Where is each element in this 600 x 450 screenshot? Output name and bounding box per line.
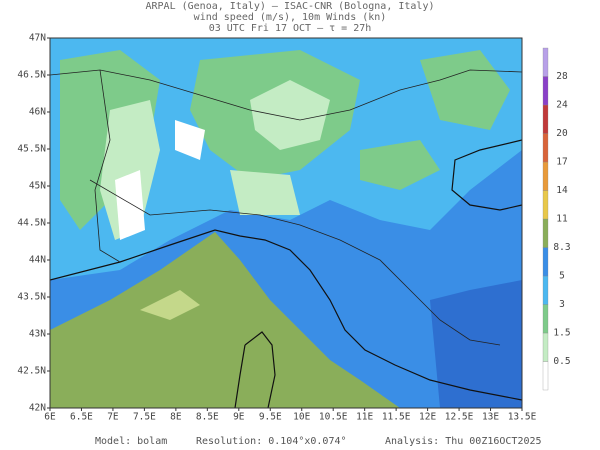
x-tick-label: 13.5E (508, 412, 537, 423)
colorbar-band (542, 133, 549, 163)
x-tick-label: 13E (482, 412, 499, 423)
x-tick-label: 11E (356, 412, 373, 423)
y-tick-label: 45.5N (17, 144, 46, 155)
y-tick-label: 43N (29, 329, 46, 340)
y-tick-label: 46N (29, 107, 46, 118)
colorbar-band (542, 247, 549, 277)
colorbar-label: 1.5 (553, 328, 570, 339)
colorbar-label: 0.5 (553, 356, 570, 367)
colorbar-label: 11 (556, 214, 568, 225)
colorbar-band (542, 104, 549, 134)
colorbar-label: 14 (556, 185, 568, 196)
x-tick-label: 8.5E (196, 412, 219, 423)
x-tick-label: 10E (293, 412, 310, 423)
map (49, 37, 523, 409)
y-tick-label: 45N (29, 181, 46, 192)
colorbar-label: 24 (556, 100, 568, 111)
colorbar-label: 3 (559, 299, 565, 310)
x-tick-label: 8E (170, 412, 182, 423)
colorbar-label: 17 (556, 157, 567, 168)
y-tick-label: 42N (29, 403, 46, 414)
x-tick-label: 6E (44, 412, 56, 423)
colorbar-band (542, 76, 549, 106)
y-tick-label: 46.5N (17, 70, 46, 81)
footer-resolution: Resolution: 0.104°x0.074° (196, 436, 347, 447)
x-tick-label: 10.5E (319, 412, 348, 423)
colorbar-label: 5 (559, 271, 565, 282)
colorbar-band (542, 275, 549, 305)
colorbar-band (542, 190, 549, 220)
footer-model: Model: bolam (95, 436, 167, 447)
y-tick-label: 43.5N (17, 292, 46, 303)
x-tick-label: 7E (107, 412, 119, 423)
colorbar-band (542, 47, 549, 77)
x-tick-label: 9E (233, 412, 245, 423)
header-line: wind speed (m/s), 10m Winds (kn) (194, 12, 387, 23)
colorbar-band (542, 304, 549, 334)
x-tick-label: 12.5E (445, 412, 474, 423)
y-tick-label: 42.5N (17, 366, 46, 377)
colorbar-band (542, 161, 549, 191)
colorbar-band (542, 218, 549, 248)
colorbar-label: 8.3 (553, 242, 570, 253)
y-tick-label: 44.5N (17, 218, 46, 229)
colorbar-band (542, 332, 549, 362)
colorbar-label: 28 (556, 71, 568, 82)
header-line: 03 UTC Fri 17 OCT — τ = 27h (209, 23, 372, 34)
colorbar-band (542, 361, 549, 391)
x-tick-label: 9.5E (259, 412, 282, 423)
header-line: ARPAL (Genoa, Italy) — ISAC-CNR (Bologna… (146, 1, 435, 12)
x-tick-label: 7.5E (133, 412, 156, 423)
x-tick-label: 6.5E (70, 412, 93, 423)
x-tick-label: 11.5E (382, 412, 411, 423)
y-tick-label: 47N (29, 33, 46, 44)
colorbar-label: 20 (556, 128, 568, 139)
x-tick-label: 12E (419, 412, 436, 423)
y-tick-label: 44N (29, 255, 46, 266)
footer-analysis: Analysis: Thu 00Z16OCT2025 (385, 436, 542, 447)
